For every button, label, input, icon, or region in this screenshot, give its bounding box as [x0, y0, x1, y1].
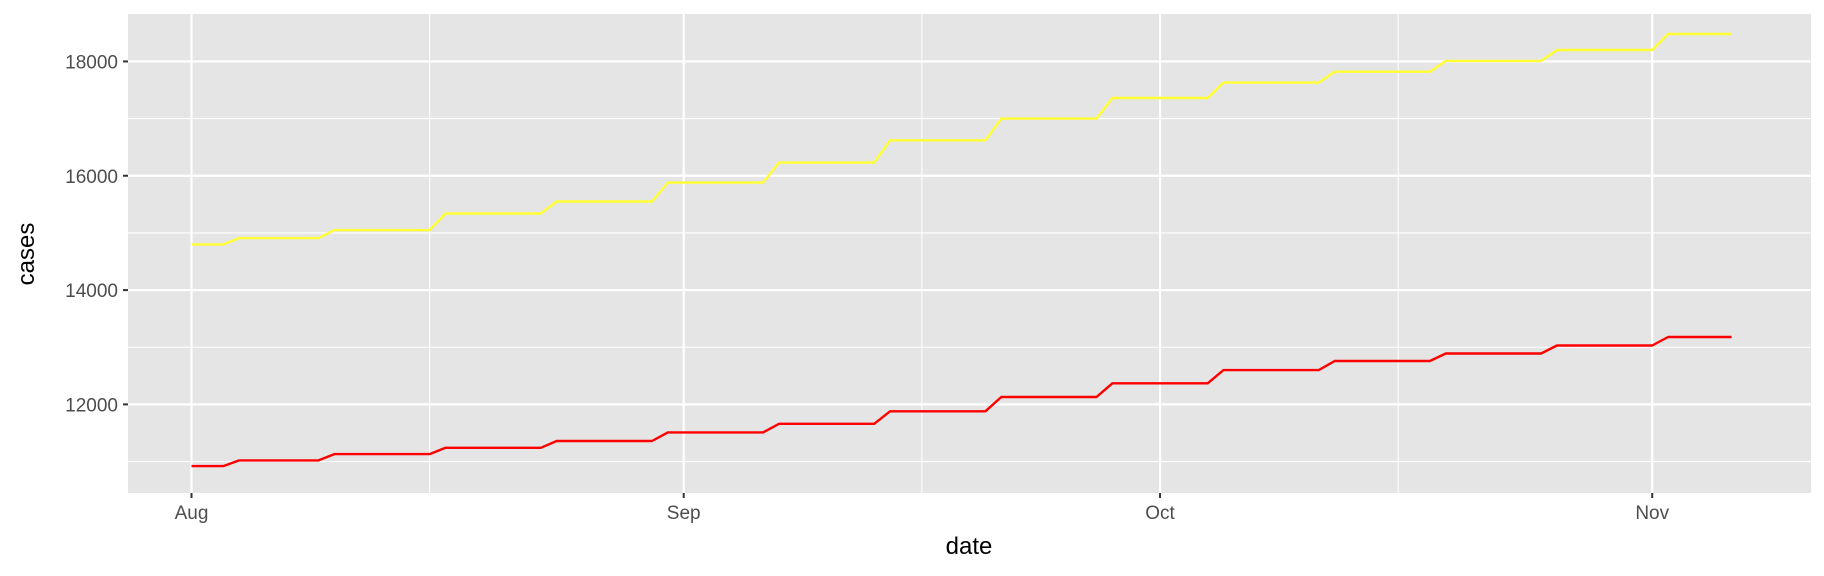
axis-ticks — [123, 60, 1654, 498]
major-grid — [128, 14, 1811, 493]
y-axis-title: cases — [13, 223, 40, 286]
x-tick-label: Nov — [1635, 503, 1669, 524]
x-tick-label: Sep — [667, 503, 701, 524]
series-line-1 — [191, 32, 1732, 246]
series-line-2 — [191, 335, 1732, 468]
y-tick-label: 14000 — [65, 281, 118, 302]
y-tick-label: 18000 — [65, 52, 118, 73]
minor-grid — [128, 14, 1811, 493]
y-tick-label: 16000 — [65, 167, 118, 188]
x-tick-label: Aug — [175, 503, 209, 524]
x-axis-title: date — [946, 533, 993, 560]
plot-panel — [128, 14, 1811, 493]
y-tick-label: 12000 — [65, 395, 118, 416]
series-layer — [191, 32, 1732, 468]
tick-labels: 12000 14000 16000 18000 Aug Sep Oct Nov — [65, 52, 1669, 524]
x-tick-label: Oct — [1145, 503, 1175, 524]
